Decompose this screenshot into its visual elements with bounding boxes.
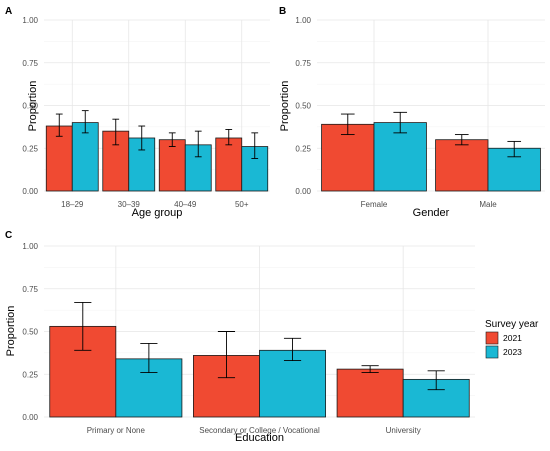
y-tick-label: 0.75 (295, 59, 311, 68)
x-tick-label: 30–39 (118, 200, 141, 209)
bar-2021-Female (321, 123, 375, 192)
panel-b: 0.00 0.25 0.50 0.75 1.00 Female Male Gender Prop… (279, 6, 545, 219)
y-tick-label: 0.25 (22, 144, 38, 153)
bar-2023-University (402, 378, 470, 418)
x-tick-label: 40–49 (174, 200, 197, 209)
y-axis-title: Proportion (5, 306, 17, 357)
y-tick-label: 0.00 (22, 187, 38, 196)
bar-2021-40–49 (158, 139, 186, 192)
legend-label-2023: 2023 (503, 347, 522, 357)
y-tick-label: 1.00 (22, 242, 38, 251)
y-tick-label: 0.50 (22, 102, 38, 111)
y-tick-label: 0.75 (22, 285, 38, 294)
x-tick-label: Primary or None (87, 426, 146, 435)
x-axis-title: Gender (413, 207, 450, 219)
bar-2021-University (336, 368, 404, 418)
y-tick-label: 1.00 (22, 16, 38, 25)
y-tick-label: 0.00 (22, 413, 38, 422)
bar-2023-Female (373, 122, 427, 192)
panel-label: B (279, 6, 286, 17)
x-tick-label: 50+ (235, 200, 249, 209)
y-axis-title: Proportion (27, 81, 39, 132)
y-tick-label: 0.50 (22, 328, 38, 337)
y-tick-label: 0.00 (295, 187, 311, 196)
x-tick-label: Female (361, 200, 388, 209)
y-tick-label: 0.25 (295, 144, 311, 153)
legend: Survey year 2021 2023 (485, 319, 539, 359)
bar-2021-18–29 (45, 125, 73, 192)
panel-label: C (5, 230, 12, 241)
bar-2021-50+ (215, 137, 243, 192)
legend-swatch-2021 (485, 331, 499, 345)
x-tick-label: Secondary or College / Vocational (199, 426, 320, 435)
y-tick-label: 1.00 (295, 16, 311, 25)
x-axis-title: Age group (132, 207, 183, 219)
x-tick-label: 18–29 (61, 200, 84, 209)
bar-2021-Male (435, 139, 489, 192)
y-tick-label: 0.75 (22, 59, 38, 68)
panel-a: 0.00 0.25 0.50 0.75 1.00 18–29 30–39 40–49 50+ Ag… (5, 6, 270, 219)
y-tick-label: 0.50 (295, 102, 311, 111)
x-axis-title: Education (235, 432, 284, 444)
y-axis-title: Proportion (279, 81, 291, 132)
panel-label: A (5, 6, 12, 17)
y-tick-label: 0.25 (22, 370, 38, 379)
x-tick-label: Male (479, 200, 497, 209)
legend-label-2021: 2021 (503, 333, 522, 343)
x-tick-label: University (386, 426, 421, 435)
legend-title: Survey year (485, 319, 539, 330)
panel-c: 0.00 0.25 0.50 0.75 1.00 Primary or None Secon… (5, 230, 475, 444)
legend-swatch-2023 (485, 345, 499, 359)
